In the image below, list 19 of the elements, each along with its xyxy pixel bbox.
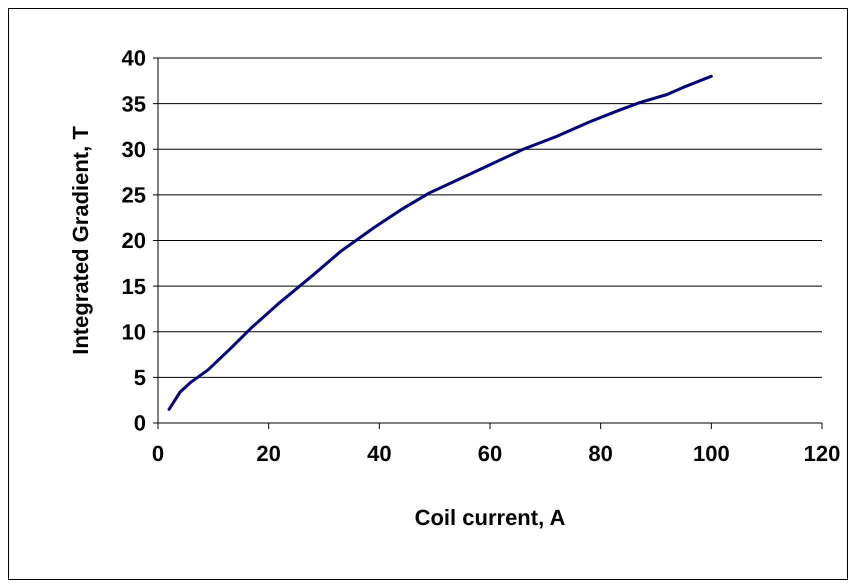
x-tick-label: 0 [152,441,164,466]
x-axis-title: Coil current, A [414,505,566,530]
y-tick-label: 5 [134,365,146,390]
x-tick-label: 20 [256,441,281,466]
x-tick-label: 80 [588,441,613,466]
y-tick-label: 40 [122,46,146,71]
x-tick-label: 120 [804,441,840,466]
y-tick-label: 15 [122,274,146,299]
y-axis-title: Integrated Gradient, T [68,126,93,355]
y-tick-label: 20 [122,228,146,254]
line-series [168,74,713,411]
y-tick-label: 0 [134,410,146,436]
x-tick-label: 60 [478,441,502,466]
x-tick-label: 40 [367,441,392,466]
y-tick-label: 10 [122,319,146,344]
y-tick-label: 35 [122,91,146,116]
y-tick-label: 30 [122,136,146,162]
y-tick-label: 25 [122,182,146,208]
x-tick-label: 100 [692,441,730,466]
